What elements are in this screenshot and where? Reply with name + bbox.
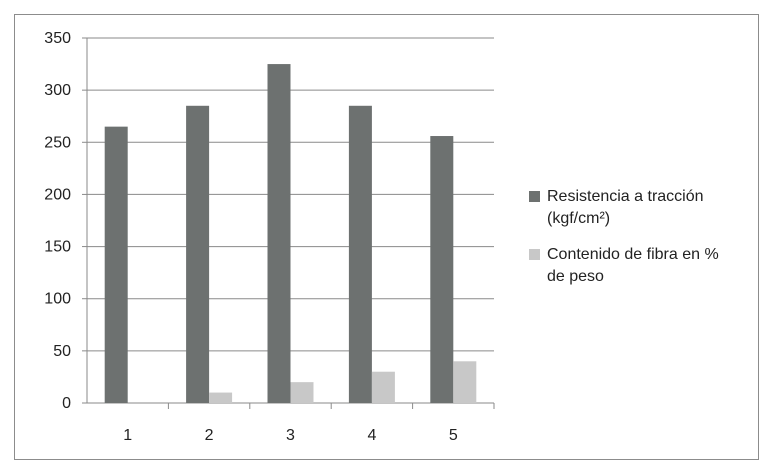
x-tick-label: 5 [449,427,458,444]
y-tick-label: 200 [44,186,71,203]
y-tick-label: 0 [62,395,71,412]
legend-label-contenido: Contenido de fibra en % de peso [547,246,719,285]
bar-resistencia [267,64,291,404]
x-tick-label: 2 [205,427,214,444]
y-tick-label: 250 [44,134,71,151]
legend-item-resistencia: Resistencia a tracción (kgf/cm²) [529,186,759,230]
y-tick-label: 350 [44,30,71,47]
y-tick-label: 150 [44,239,71,256]
x-tick-label: 4 [367,427,376,444]
bar-resistencia [104,126,128,404]
bar-contenido [209,392,233,403]
legend-item-contenido: Contenido de fibra en % de peso [529,244,759,288]
legend: Resistencia a tracción (kgf/cm²) Conteni… [529,186,759,302]
x-tick-label: 1 [123,427,132,444]
bar-contenido [453,361,477,403]
bar-resistencia [348,105,372,404]
x-tick-label: 3 [286,427,295,444]
legend-swatch-resistencia [529,191,540,202]
y-tick-label: 100 [44,291,71,308]
bar-contenido [371,371,395,403]
y-tick-label: 50 [53,343,71,360]
bar-resistencia [186,105,210,404]
bar-contenido [290,382,314,403]
legend-swatch-contenido [529,249,540,260]
y-tick-label: 300 [44,82,71,99]
bar-resistencia [430,136,454,403]
legend-label-resistencia: Resistencia a tracción (kgf/cm²) [547,188,704,227]
